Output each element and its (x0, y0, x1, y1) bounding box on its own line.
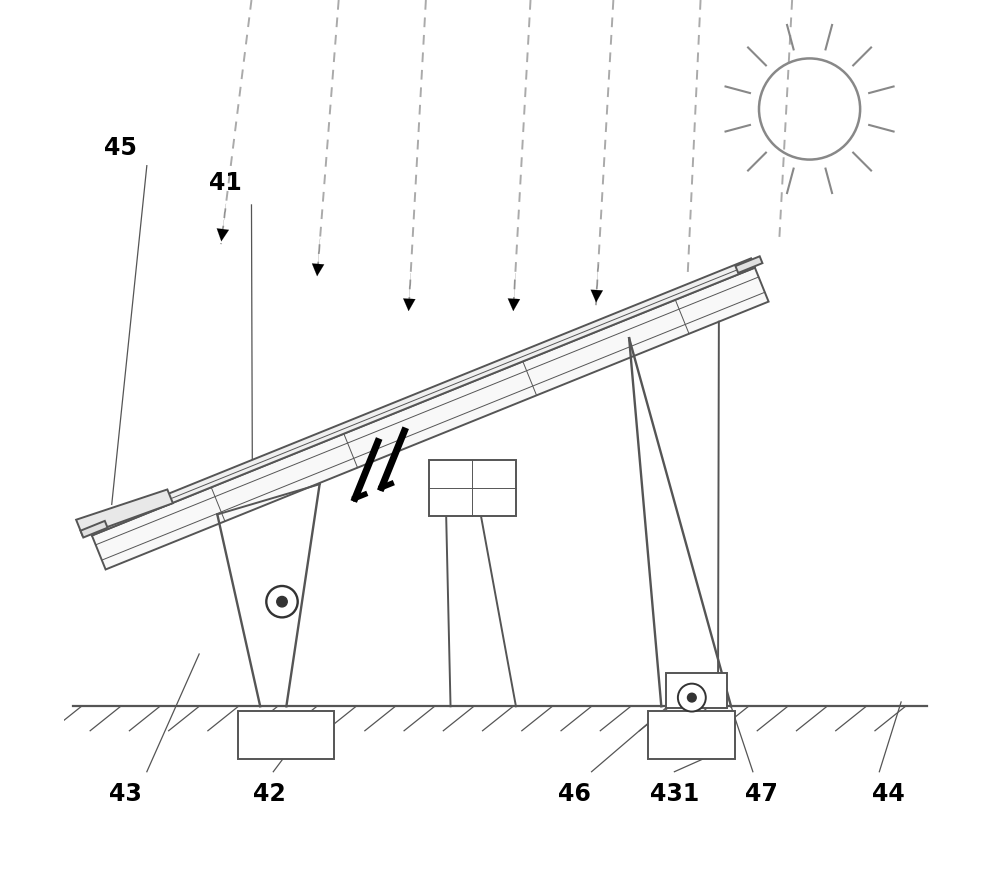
Polygon shape (76, 489, 173, 536)
FancyBboxPatch shape (429, 460, 516, 516)
FancyBboxPatch shape (238, 711, 334, 759)
Text: 46: 46 (558, 781, 591, 806)
Circle shape (678, 684, 706, 712)
Text: 41: 41 (209, 171, 242, 195)
FancyBboxPatch shape (666, 673, 727, 708)
Text: 42: 42 (253, 781, 285, 806)
Circle shape (687, 693, 696, 702)
FancyBboxPatch shape (648, 711, 735, 759)
Text: 431: 431 (650, 781, 699, 806)
Text: 44: 44 (872, 781, 904, 806)
Circle shape (277, 596, 287, 607)
Polygon shape (88, 258, 755, 535)
Text: 45: 45 (104, 136, 137, 160)
Polygon shape (81, 521, 108, 537)
Polygon shape (735, 256, 762, 273)
Circle shape (266, 586, 298, 617)
Text: 47: 47 (745, 781, 778, 806)
Text: 43: 43 (109, 781, 141, 806)
Polygon shape (92, 268, 769, 569)
